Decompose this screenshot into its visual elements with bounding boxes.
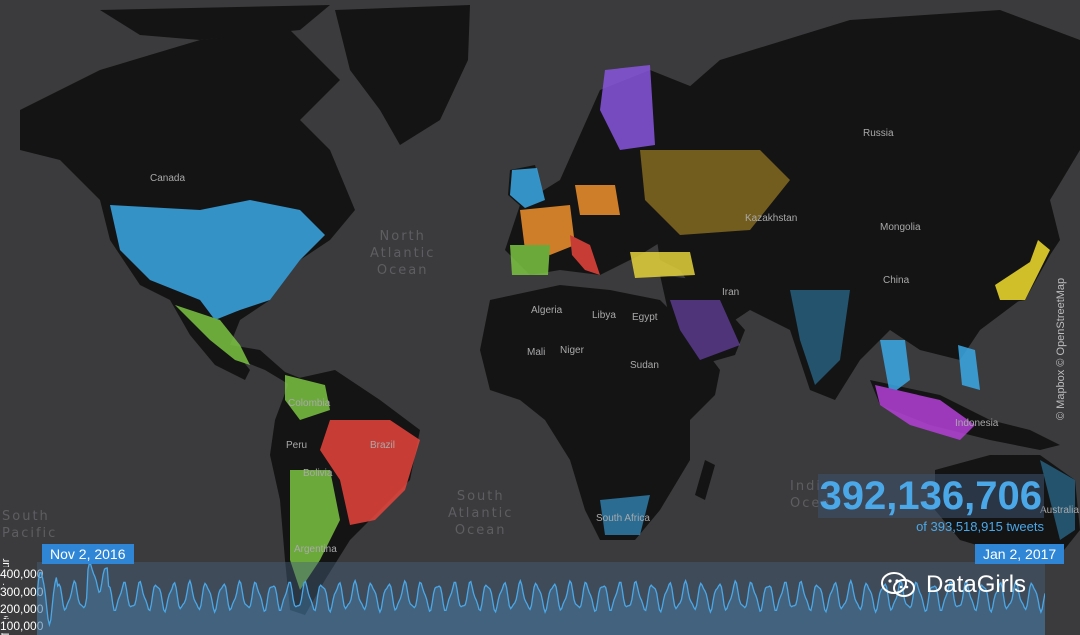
india-tweets xyxy=(790,290,850,385)
colombia-tweets xyxy=(285,375,330,420)
country-label-kazakhstan: Kazakhstan xyxy=(745,213,798,224)
country-label-south-africa: South Africa xyxy=(596,513,650,524)
y-tick-300000: 300,000 xyxy=(0,585,44,599)
country-label-niger: Niger xyxy=(560,345,584,356)
country-label-peru: Peru xyxy=(286,440,308,451)
ocean-label-south-atlantic: South Atlantic Ocean xyxy=(448,489,514,538)
country-label-algeria: Algeria xyxy=(531,305,563,316)
ocean-label-north-atlantic: North Atlantic Ocean xyxy=(370,229,436,278)
ocean-label-south-pacific: South Pacific xyxy=(2,509,58,541)
mexico-tweets xyxy=(175,305,250,365)
country-label-canada: Canada xyxy=(150,173,186,184)
country-label-libya: Libya xyxy=(592,310,616,321)
argentina-tweets xyxy=(290,470,340,590)
arctic-islands xyxy=(100,5,330,40)
country-label-egypt: Egypt xyxy=(632,312,658,323)
africa xyxy=(480,285,720,540)
iberia-tweets xyxy=(510,245,550,275)
country-label-china: China xyxy=(883,275,910,286)
greenland xyxy=(335,5,470,145)
japan-tweets xyxy=(995,240,1050,300)
brazil-tweets xyxy=(320,420,420,525)
country-label-argentina: Argentina xyxy=(294,544,337,555)
north-america-tweets xyxy=(110,200,325,320)
country-label-mongolia: Mongolia xyxy=(880,222,921,233)
russia-tweets xyxy=(640,150,790,235)
country-label-colombia: Colombia xyxy=(288,398,331,409)
country-label-iran: Iran xyxy=(722,287,740,298)
wechat-icon xyxy=(881,572,915,597)
timeline-end-date[interactable]: Jan 2, 2017 xyxy=(975,544,1065,564)
country-label-bolivia: Bolivia xyxy=(303,468,333,479)
indonesia-tweets xyxy=(875,385,975,440)
country-label-australia: Australia xyxy=(1040,505,1079,516)
country-label-mali: Mali xyxy=(527,347,546,358)
tweets-per-hour-area xyxy=(37,563,1045,635)
scandinavia-tweets xyxy=(600,65,655,150)
timeline-start-date[interactable]: Nov 2, 2016 xyxy=(42,544,134,564)
tweet-counter: 392,136,706 of 393,518,915 tweets xyxy=(817,474,1044,534)
arabia-tweets xyxy=(670,300,740,360)
watermark: DataGirls xyxy=(880,570,1026,600)
tweet-density-regions xyxy=(110,65,1075,590)
country-label-sudan: Sudan xyxy=(630,360,659,371)
central-america xyxy=(230,345,300,385)
uk-tweets xyxy=(510,168,545,208)
south-africa-tweets xyxy=(600,495,650,535)
philippines-tweets xyxy=(958,345,980,390)
country-label-indonesia: Indonesia xyxy=(955,418,999,429)
turkey-tweets xyxy=(630,252,695,278)
spain-france-tweets xyxy=(520,205,575,255)
y-tick-100000: 100,000 xyxy=(0,619,44,633)
country-label-brazil: Brazil xyxy=(370,440,396,451)
y-tick-200000: 200,000 xyxy=(0,602,44,616)
watermark-text: DataGirls xyxy=(926,571,1027,598)
madagascar xyxy=(695,460,715,500)
y-tick-400000: 400,000 xyxy=(0,567,44,581)
tweets-per-hour-chart xyxy=(37,562,1045,635)
italy-tweets xyxy=(570,235,600,275)
country-label-russia: Russia xyxy=(863,128,894,139)
germany-tweets xyxy=(575,185,620,215)
tweet-count-subtitle: of 393,518,915 tweets xyxy=(916,519,1044,534)
asia xyxy=(640,10,1080,400)
tweet-count-value: 392,136,706 xyxy=(817,474,1044,518)
map-attribution[interactable]: © Mapbox © OpenStreetMap xyxy=(1055,277,1067,420)
north-america xyxy=(20,30,355,380)
australia-tweets xyxy=(1040,460,1075,540)
tweets-per-hour-line xyxy=(37,562,1045,628)
thailand-tweets xyxy=(880,340,910,395)
timeline-scrubber[interactable] xyxy=(37,562,1045,635)
